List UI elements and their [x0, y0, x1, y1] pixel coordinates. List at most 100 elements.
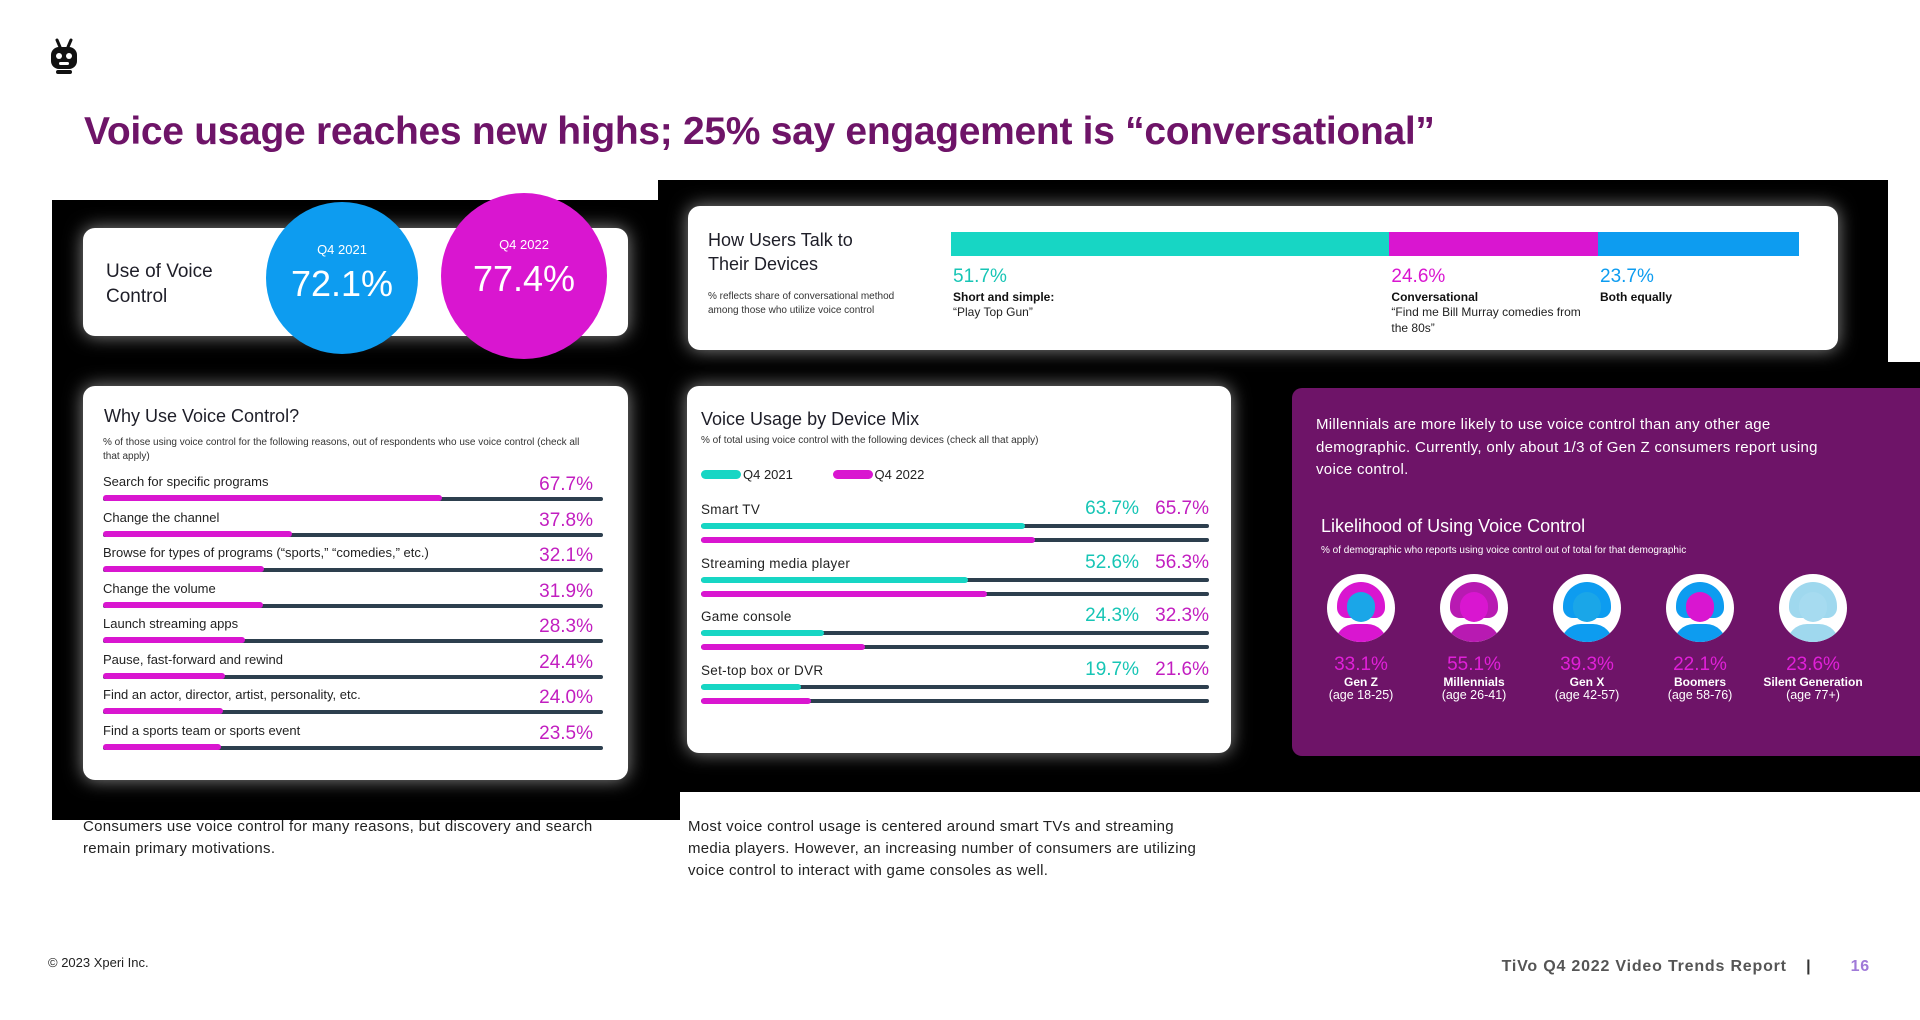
generation-name: Silent Generation [1763, 675, 1863, 689]
device-mix-note: % of total using voice control with the … [701, 435, 1039, 446]
reason-bar [103, 743, 221, 750]
device-label: Set-top box or DVR [701, 662, 824, 678]
reason-bar [103, 530, 292, 537]
avatar-head [1573, 592, 1601, 622]
talk-segment-bar [951, 232, 1390, 256]
legend-label-2021: Q4 2021 [743, 467, 793, 483]
device-row: Set-top box or DVR 19.7% 21.6% [701, 659, 1209, 713]
avatar-head [1347, 592, 1375, 622]
device-row: Game console 24.3% 32.3% [701, 605, 1209, 659]
device-value-2021: 52.6% [1085, 551, 1139, 573]
avatar-head [1460, 592, 1488, 622]
talk-segment-pct: 23.7% [1600, 266, 1654, 287]
how-users-talk-title: How Users Talk to Their Devices [708, 230, 853, 275]
reason-bar [103, 708, 223, 714]
generation-name: Gen X [1569, 675, 1605, 689]
reason-label: Find an actor, director, artist, persona… [103, 687, 361, 702]
reason-track [103, 745, 603, 750]
q4-2021-label: Q4 2021 [317, 242, 367, 257]
device-legend: Q4 2021 Q4 2022 [701, 466, 924, 482]
reason-label: Search for specific programs [103, 474, 269, 489]
generation-name: Millennials [1443, 675, 1505, 689]
generation-name: Boomers [1673, 675, 1726, 689]
gen-z-avatar-icon [1327, 574, 1395, 642]
generation-value: 23.6% [1786, 654, 1840, 675]
talk-segment-desc: “Find me Bill Murray comedies from the 8… [1391, 305, 1581, 336]
page-number: 16 [1850, 958, 1870, 975]
generation-name: Gen Z [1343, 675, 1378, 689]
device-track-2021 [701, 631, 1209, 635]
reason-row: Search for specific programs 67.7% [103, 474, 603, 508]
reason-track [103, 532, 603, 537]
reason-bar [103, 566, 264, 572]
generation-item: 39.3% Gen X (age 42-57) [1532, 574, 1642, 703]
generation-item: 33.1% Gen Z (age 18-25) [1306, 574, 1416, 703]
boomer-avatar-icon [1666, 574, 1734, 642]
device-track-2021 [701, 684, 1209, 689]
legend-label-2022: Q4 2022 [874, 467, 925, 483]
talk-segment-heading: Conversational [1391, 290, 1479, 304]
talk-segment-heading: Both equally [1600, 290, 1673, 304]
generation-age: (age 26-41) [1441, 688, 1507, 703]
q4-2022-label: Q4 2022 [499, 237, 549, 252]
talk-segment-text: 23.7% Both equally [1600, 266, 1791, 304]
generation-item: 23.6% Silent Generation (age 77+) [1758, 574, 1868, 703]
generation-value: 33.1% [1334, 654, 1388, 675]
reason-row: Find a sports team or sports event 23.5% [103, 723, 603, 757]
why-use-note: % of those using voice control for the f… [103, 437, 580, 462]
reason-track [103, 674, 603, 679]
device-value-2022: 21.6% [1155, 658, 1209, 680]
reason-track [103, 710, 603, 714]
avatar-head [1799, 592, 1827, 622]
reason-label: Change the volume [103, 580, 216, 596]
q4-2022-circle: Q4 2022 77.4% [441, 193, 607, 359]
device-label: Streaming media player [701, 555, 851, 571]
likelihood-note: % of demographic who reports using voice… [1321, 545, 1687, 556]
generation-value: 39.3% [1560, 654, 1614, 675]
reason-bar [103, 637, 245, 643]
device-row: Streaming media player 52.6% 56.3% [701, 552, 1209, 606]
talk-segment-pct: 51.7% [953, 266, 1007, 287]
talk-segment-text: 51.7% Short and simple: “Play Top Gun” [953, 266, 1381, 320]
how-users-talk-note: % reflects share of conversational metho… [708, 291, 895, 316]
generation-value: 55.1% [1447, 654, 1501, 675]
legend-swatch-2021 [701, 470, 741, 480]
millennial-avatar-icon [1440, 574, 1508, 642]
talk-segment-bar [1389, 232, 1598, 256]
reason-row: Launch streaming apps 28.3% [103, 616, 603, 650]
generation-age: (age 18-25) [1328, 688, 1394, 703]
talk-segment-pct: 24.6% [1391, 266, 1446, 287]
q4-2021-value: 72.1% [290, 263, 394, 304]
generation-item: 22.1% Boomers (age 58-76) [1645, 574, 1755, 703]
reason-row: Pause, fast-forward and rewind 24.4% [103, 652, 603, 686]
device-bar-2021 [701, 630, 825, 636]
device-label: Smart TV [701, 502, 761, 517]
reason-value: 24.4% [539, 651, 593, 673]
device-mix-title: Voice Usage by Device Mix [701, 409, 920, 429]
likelihood-title: Likelihood of Using Voice Control [1321, 516, 1586, 536]
device-track-2022 [701, 645, 1209, 649]
middle-footnote: Most voice control usage is centered aro… [688, 818, 1197, 879]
gen-x-avatar-icon [1553, 574, 1621, 642]
avatar-body [1448, 624, 1500, 642]
device-value-2022: 56.3% [1155, 551, 1209, 573]
avatar-body [1674, 624, 1726, 642]
why-use-title: Why Use Voice Control? [104, 406, 300, 426]
q4-2021-circle: Q4 2021 72.1% [266, 202, 418, 354]
reason-bar [103, 601, 263, 608]
legend-swatch-2022 [832, 470, 873, 480]
reason-row: Find an actor, director, artist, persona… [103, 687, 603, 721]
reason-bar [103, 495, 442, 501]
device-value-2021: 19.7% [1085, 658, 1139, 680]
device-bar-2022 [701, 537, 1035, 543]
device-bar-2021 [701, 523, 1025, 529]
tivo-logo-icon [51, 38, 77, 74]
reason-label: Find a sports team or sports event [103, 722, 301, 738]
reason-value: 23.5% [539, 722, 593, 744]
device-mix-card: Voice Usage by Device Mix % of total usi… [687, 386, 1231, 753]
reason-value: 37.8% [539, 509, 593, 531]
talk-segment-heading: Short and simple: [953, 290, 1055, 304]
device-value-2022: 32.3% [1155, 605, 1209, 626]
millennials-text: Millennials are more likely to use voice… [1316, 416, 1818, 478]
why-use-card: Why Use Voice Control? % of those using … [83, 386, 628, 780]
